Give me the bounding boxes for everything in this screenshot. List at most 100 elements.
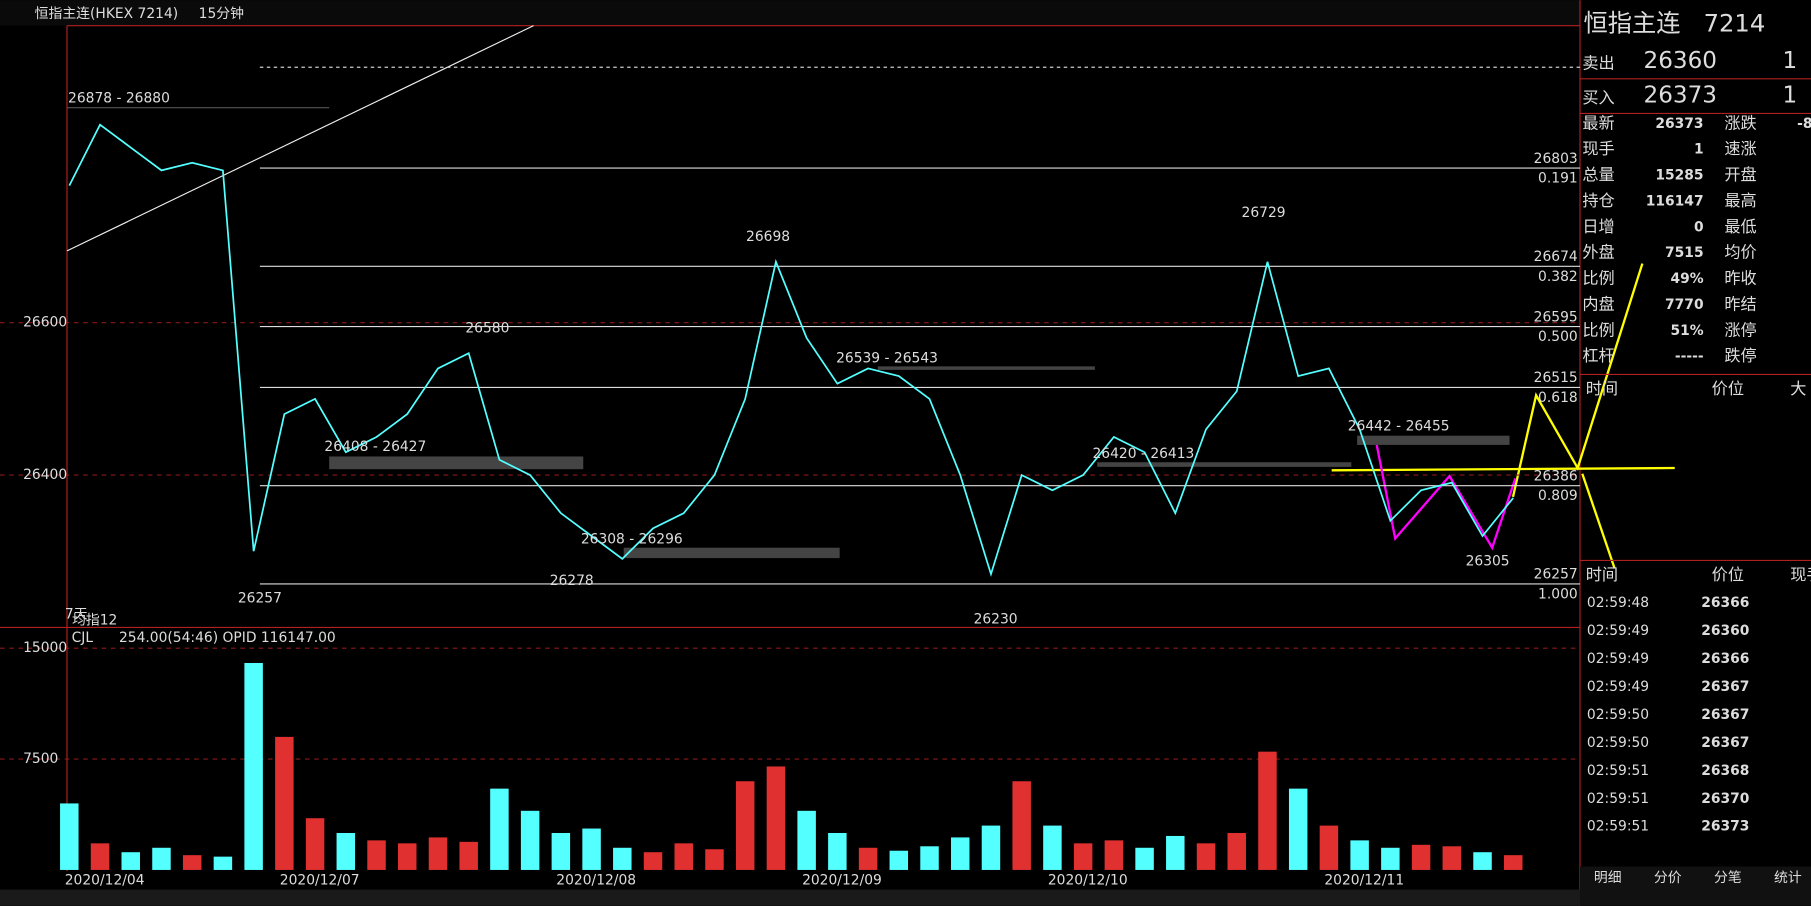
row-label: 最新	[1582, 113, 1614, 132]
level-ratio: 0.382	[1538, 269, 1578, 285]
column-header: 时间	[1586, 379, 1618, 398]
row-value: 7770	[1665, 297, 1704, 313]
volume-bar	[582, 828, 601, 870]
tick-price: 26367	[1701, 735, 1749, 751]
volume-title: CJL	[72, 630, 94, 646]
volume-bar	[428, 837, 448, 870]
row-value: 15285	[1655, 168, 1703, 184]
level-value: 26595	[1534, 309, 1578, 325]
annotation: 7天	[65, 607, 88, 623]
row-label: 跌停	[1724, 346, 1756, 365]
quote-price: 26373	[1644, 83, 1717, 109]
tick-time: 02:59:51	[1587, 819, 1649, 835]
volume-bar	[336, 832, 356, 870]
quote-code: 7214	[1704, 9, 1766, 38]
row-label: 总量	[1582, 165, 1614, 184]
volume-bar	[858, 847, 878, 870]
y-tick-label: 26400	[23, 467, 67, 483]
column-header: 现手	[1790, 565, 1811, 584]
annotation: 均指12	[72, 612, 117, 628]
annotation: 26278	[550, 573, 594, 589]
y-tick-label: 26600	[23, 315, 67, 331]
tick-time: 02:59:48	[1587, 595, 1649, 611]
row-label: 杠杆	[1582, 346, 1614, 365]
row-value: -----	[1675, 349, 1704, 365]
level-ratio: 0.618	[1538, 390, 1578, 406]
y-tick-label: 7500	[23, 751, 58, 767]
volume-bar	[1227, 832, 1246, 870]
tick-price: 26366	[1701, 595, 1749, 611]
level-ratio: 0.809	[1538, 488, 1578, 504]
period[interactable]: 15分钟	[199, 5, 244, 22]
tab[interactable]: 明细	[1594, 870, 1622, 886]
tick-time: 02:59:49	[1587, 679, 1649, 695]
volume-bar	[951, 837, 970, 870]
volume-bar	[766, 766, 786, 870]
volume-bar	[705, 849, 724, 870]
annotation: 26420 - 26413	[1092, 446, 1194, 462]
row-label: 内盘	[1582, 294, 1614, 313]
volume-bar	[1166, 835, 1185, 870]
row-label: 昨收	[1724, 269, 1756, 288]
zone	[623, 547, 840, 559]
volume-bar	[643, 852, 663, 870]
zone	[329, 456, 584, 470]
volume-bar	[305, 818, 325, 870]
arrow	[1331, 466, 1675, 472]
row-label: 持仓	[1582, 191, 1614, 210]
level-value: 26386	[1534, 468, 1578, 484]
status-bar	[0, 889, 1581, 906]
symbol[interactable]: 恒指主连(HKEX 7214)	[35, 6, 179, 22]
volume-bar	[60, 803, 79, 870]
row-label: 现手	[1582, 139, 1614, 158]
volume-bar	[551, 832, 571, 870]
tick-time: 02:59:50	[1587, 707, 1649, 723]
annotation: 26878 - 26880	[68, 90, 170, 106]
annotation: 26729	[1242, 205, 1286, 221]
tick-time: 02:59:51	[1587, 791, 1649, 807]
row-value: 49%	[1670, 271, 1703, 287]
tab[interactable]: 统计	[1774, 870, 1802, 886]
tick-price: 26370	[1701, 791, 1749, 807]
row-label: 外盘	[1582, 243, 1614, 262]
row-label: 昨结	[1724, 294, 1756, 313]
tick-time: 02:59:50	[1587, 735, 1649, 751]
row-value: -8	[1797, 116, 1811, 132]
volume-bar	[1350, 840, 1369, 870]
volume-bar	[920, 846, 939, 870]
row-label: 开盘	[1724, 165, 1756, 184]
arrow	[1581, 473, 1616, 569]
zigzag	[1375, 444, 1517, 551]
zone	[877, 366, 1095, 370]
annotation: 26442 - 26455	[1348, 418, 1450, 434]
row-label: 涨跌	[1724, 113, 1756, 132]
volume-subtitle: 254.00(54:46) OPID 116147.00	[119, 630, 336, 646]
volume-bar	[213, 856, 233, 870]
tab[interactable]: 分笔	[1714, 870, 1742, 886]
trend-line	[66, 25, 534, 252]
row-value: 26373	[1655, 116, 1703, 132]
level-ratio: 0.191	[1538, 170, 1578, 186]
row-label: 均价	[1724, 243, 1756, 262]
annotation: 26580	[465, 320, 509, 336]
volume-bar	[1504, 855, 1523, 870]
volume-bar	[459, 841, 478, 870]
zone	[1097, 462, 1352, 467]
tab[interactable]: 分价	[1654, 870, 1682, 886]
row-label: 比例	[1582, 320, 1614, 339]
volume-bar	[1319, 825, 1339, 870]
tick-price: 26373	[1701, 819, 1749, 835]
tick-time: 02:59:49	[1587, 651, 1649, 667]
volume-bar	[1442, 846, 1462, 870]
zone	[1357, 435, 1510, 445]
column-header: 价位	[1712, 565, 1744, 584]
volume-bar	[1104, 840, 1124, 870]
row-label: 涨停	[1724, 320, 1756, 339]
volume-bar	[674, 843, 693, 870]
row-label: 最低	[1724, 217, 1756, 236]
row-value: 7515	[1665, 245, 1704, 261]
tick-price: 26360	[1701, 623, 1749, 639]
quote-name: 恒指主连	[1583, 9, 1680, 38]
